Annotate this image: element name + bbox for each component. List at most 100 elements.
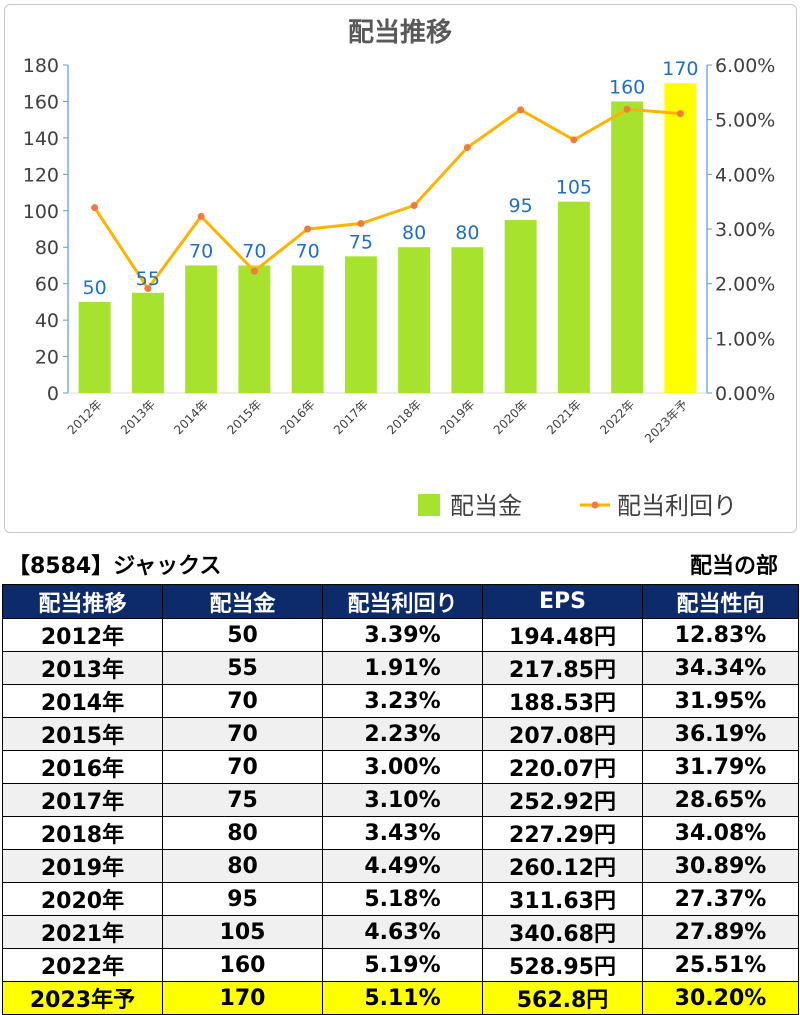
bar-data-label: 80 [402, 222, 426, 244]
left-tick-label: 140 [23, 128, 59, 150]
cell-year: 2013年 [2, 651, 163, 685]
yield-point-2017年 [357, 220, 365, 228]
x-tick-label: 2022年 [597, 397, 637, 437]
bar-2012年 [78, 301, 111, 393]
cell-payout: 34.08% [642, 816, 799, 850]
cell-dividend: 160 [162, 948, 323, 982]
cell-eps: 194.48円 [482, 618, 643, 652]
cell-eps: 340.68円 [482, 915, 643, 949]
cell-eps: 217.85円 [482, 651, 643, 685]
cell-eps: 227.29円 [482, 816, 643, 850]
yield-point-2019年 [463, 144, 471, 152]
cell-payout: 27.89% [642, 915, 799, 949]
section-label: 配当の部 [689, 554, 778, 579]
right-tick-label: 4.00% [715, 164, 775, 186]
cell-payout: 31.95% [642, 684, 799, 718]
table-row: 2018年 80 3.43% 227.29円 34.08% [2, 816, 799, 850]
cell-dividend: 70 [162, 750, 323, 784]
cell-year: 2017年 [2, 783, 163, 817]
header-year: 配当推移 [2, 584, 163, 619]
bar-data-label: 70 [189, 240, 213, 262]
cell-year: 2012年 [2, 618, 163, 652]
left-tick-label: 20 [35, 347, 59, 369]
x-tick-label: 2012年 [65, 397, 105, 437]
x-tick-label: 2015年 [225, 397, 265, 437]
x-tick-label: 2019年 [438, 397, 478, 437]
bar-data-label: 160 [609, 76, 645, 98]
bar-2019年 [451, 247, 484, 393]
x-tick-label: 2014年 [171, 397, 211, 437]
cell-dividend: 80 [162, 849, 323, 883]
cell-yield: 3.00% [322, 750, 483, 784]
cell-payout: 34.34% [642, 651, 799, 685]
cell-year: 2014年 [2, 684, 163, 718]
bar-2017年 [344, 256, 377, 393]
yield-point-2021年 [570, 136, 578, 144]
cell-dividend: 75 [162, 783, 323, 817]
cell-yield: 5.11% [322, 981, 483, 1015]
table-row: 2012年 50 3.39% 194.48円 12.83% [2, 618, 799, 652]
bar-data-label: 105 [556, 177, 592, 199]
cell-yield: 5.18% [322, 882, 483, 916]
bar-2016年 [291, 265, 324, 393]
cell-eps: 260.12円 [482, 849, 643, 883]
legend-line-label: 配当利回り [617, 492, 737, 520]
yield-point-2023年予 [676, 110, 684, 118]
cell-yield: 3.39% [322, 618, 483, 652]
cell-eps: 207.08円 [482, 717, 643, 751]
chart-svg: 配当推移 0 20 40 60 80 100 120 140 160 180 0.00% 1.00% 2.… [23, 18, 776, 520]
cell-year: 2023年予 [2, 981, 163, 1015]
table-row: 2015年 70 2.23% 207.08円 36.19% [2, 717, 799, 751]
cell-dividend: 70 [162, 717, 323, 751]
cell-yield: 3.10% [322, 783, 483, 817]
x-tick-label: 2021年 [544, 397, 584, 437]
cell-eps: 252.92円 [482, 783, 643, 817]
cell-payout: 36.19% [642, 717, 799, 751]
table-header-row: 配当推移 配当金 配当利回り EPS 配当性向 [2, 584, 799, 619]
x-tick-label: 2018年 [384, 397, 424, 437]
left-tick-label: 40 [35, 310, 59, 332]
left-tick-label: 120 [23, 164, 59, 186]
header-yield: 配当利回り [322, 584, 483, 619]
chart-title: 配当推移 [348, 18, 452, 48]
bar-data-label: 70 [242, 240, 266, 262]
cell-yield: 3.23% [322, 684, 483, 718]
cell-dividend: 95 [162, 882, 323, 916]
cell-payout: 25.51% [642, 948, 799, 982]
left-tick-label: 0 [47, 383, 59, 405]
table-row: 2022年 160 5.19% 528.95円 25.51% [2, 948, 799, 982]
cell-payout: 30.89% [642, 849, 799, 883]
yield-point-2014年 [197, 212, 205, 220]
bar-data-label: 70 [296, 240, 320, 262]
cell-dividend: 105 [162, 915, 323, 949]
cell-dividend: 70 [162, 684, 323, 718]
bar-2020年 [504, 219, 537, 393]
bar-2021年 [557, 201, 590, 393]
bar-2013年 [131, 292, 164, 393]
table-row: 2014年 70 3.23% 188.53円 31.95% [2, 684, 799, 718]
yield-point-2022年 [623, 105, 631, 113]
cell-yield: 5.19% [322, 948, 483, 982]
bar-data-label: 95 [509, 195, 533, 217]
cell-year: 2015年 [2, 717, 163, 751]
left-tick-label: 100 [23, 201, 59, 223]
yield-line [93, 107, 681, 291]
x-tick-label: 2020年 [491, 397, 531, 437]
cell-payout: 31.79% [642, 750, 799, 784]
right-tick-label: 3.00% [715, 219, 775, 241]
cell-year: 2022年 [2, 948, 163, 982]
x-tick-label: 2023年予 [642, 397, 690, 445]
x-tick-label: 2017年 [331, 397, 371, 437]
legend-bar-label: 配当金 [450, 492, 522, 520]
cell-eps: 188.53円 [482, 684, 643, 718]
cell-eps: 220.07円 [482, 750, 643, 784]
company-title: 【8584】ジャックス [8, 554, 222, 579]
yield-point-2016年 [304, 225, 312, 233]
dividend-chart: 配当推移 0 20 40 60 80 100 120 140 160 180 0.00% 1.00% 2.… [4, 4, 797, 533]
cell-year: 2020年 [2, 882, 163, 916]
cell-eps: 311.63円 [482, 882, 643, 916]
cell-yield: 4.63% [322, 915, 483, 949]
cell-yield: 3.43% [322, 816, 483, 850]
bar-2022年 [611, 101, 644, 393]
table-row: 2017年 75 3.10% 252.92円 28.65% [2, 783, 799, 817]
